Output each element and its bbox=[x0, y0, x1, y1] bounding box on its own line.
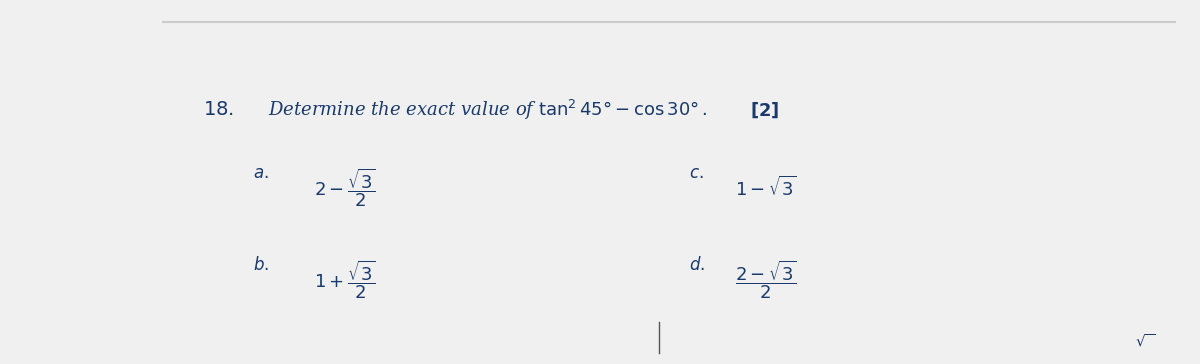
Text: $\mathit{c.}$: $\mathit{c.}$ bbox=[689, 165, 704, 182]
Text: $2 - \dfrac{\sqrt{3}}{2}$: $2 - \dfrac{\sqrt{3}}{2}$ bbox=[314, 166, 376, 209]
Text: $\mathit{18.}$: $\mathit{18.}$ bbox=[203, 101, 234, 119]
Text: Determine the exact value of $\tan^{2}45°-\cos 30°\,.$: Determine the exact value of $\tan^{2}45… bbox=[269, 98, 708, 122]
Text: $\mathbf{[2]}$: $\mathbf{[2]}$ bbox=[750, 100, 780, 119]
Text: $\mathit{a.}$: $\mathit{a.}$ bbox=[253, 165, 269, 182]
Text: $\sqrt{\ }$: $\sqrt{\ }$ bbox=[1135, 333, 1156, 350]
Text: $\dfrac{2 - \sqrt{3}}{2}$: $\dfrac{2 - \sqrt{3}}{2}$ bbox=[734, 258, 797, 301]
Text: $\mathit{b.}$: $\mathit{b.}$ bbox=[253, 256, 269, 274]
Text: $1 + \dfrac{\sqrt{3}}{2}$: $1 + \dfrac{\sqrt{3}}{2}$ bbox=[314, 258, 376, 301]
Text: $1 - \sqrt{3}$: $1 - \sqrt{3}$ bbox=[734, 175, 797, 199]
Text: $\mathit{d.}$: $\mathit{d.}$ bbox=[689, 256, 706, 274]
